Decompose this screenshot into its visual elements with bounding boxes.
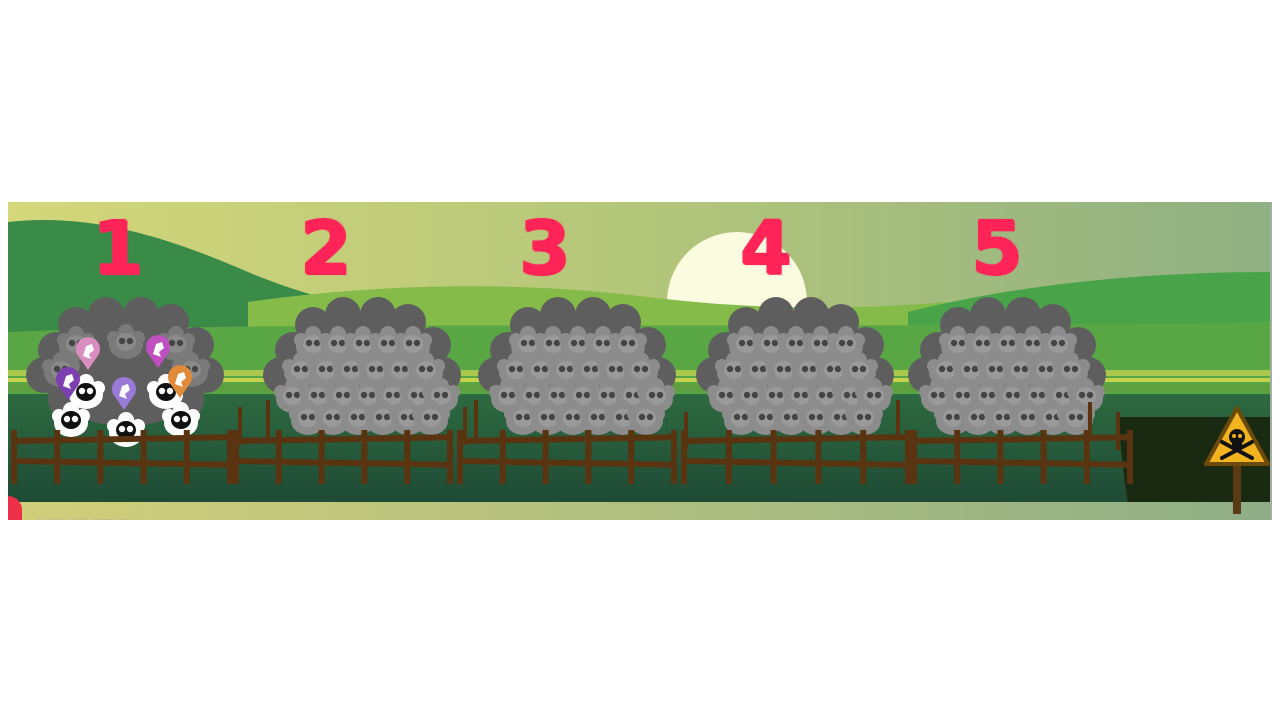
sheep xyxy=(840,352,878,387)
animal-balloon-icon[interactable] xyxy=(112,377,136,410)
game-scene: 1 2 3 4 5 xyxy=(8,202,1272,520)
sheep xyxy=(845,400,883,435)
sheep xyxy=(627,400,665,435)
sheep xyxy=(339,400,377,435)
fence xyxy=(233,430,453,484)
pen-number-5: 5 xyxy=(971,206,1023,292)
animal-balloon-icon[interactable] xyxy=(146,335,170,368)
pen-4-flock[interactable] xyxy=(696,297,894,435)
fence xyxy=(11,430,233,484)
sheep xyxy=(855,378,893,413)
pen-3-flock[interactable] xyxy=(478,297,676,435)
pen-2-flock[interactable] xyxy=(263,297,461,435)
animal-balloon-icon[interactable] xyxy=(76,337,101,370)
pen-5-flock[interactable] xyxy=(908,297,1106,435)
sheep xyxy=(1067,378,1105,413)
fence xyxy=(911,430,1133,484)
pens-layer xyxy=(26,297,1106,447)
fences-layer xyxy=(11,400,1133,484)
sheep xyxy=(162,402,200,437)
sheep xyxy=(364,400,402,435)
pen-number-3: 3 xyxy=(519,206,571,292)
sheep xyxy=(307,352,345,387)
record-dot-icon xyxy=(8,496,22,520)
sheep xyxy=(1009,400,1047,435)
fence xyxy=(681,430,911,484)
pen-number-1: 1 xyxy=(92,206,144,292)
pen-number-4: 4 xyxy=(740,206,792,292)
pen-number-2: 2 xyxy=(300,206,352,292)
sheep xyxy=(412,400,450,435)
caption-text: ·· ···· ··· ·· ······ ··· xyxy=(38,515,130,526)
sheep xyxy=(622,352,660,387)
fence xyxy=(457,430,677,484)
pen-1-flock[interactable] xyxy=(26,297,224,447)
sheep xyxy=(107,324,145,359)
skull-crossbones-icon[interactable] xyxy=(1202,404,1272,514)
animal-balloon-icon[interactable] xyxy=(168,365,193,398)
sheep xyxy=(52,402,90,437)
animal-balloon-icon[interactable] xyxy=(56,367,80,400)
